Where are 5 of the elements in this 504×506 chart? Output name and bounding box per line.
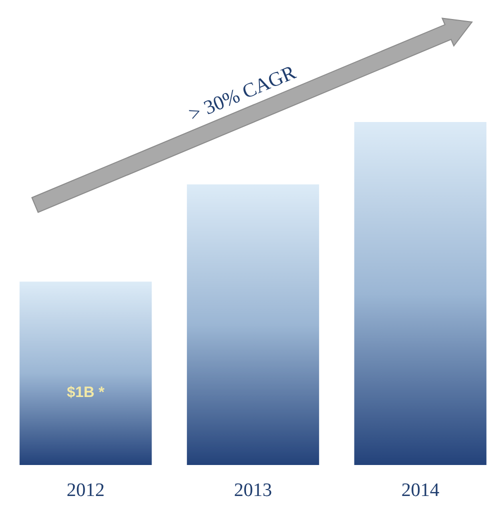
x-tick-label: 2013 (234, 480, 272, 501)
data-label: $1B * (66, 384, 105, 401)
annotation: > 30% CAGR (186, 61, 300, 126)
x-tick-label: 2012 (66, 480, 105, 501)
x-tick-label: 2014 (401, 480, 440, 501)
